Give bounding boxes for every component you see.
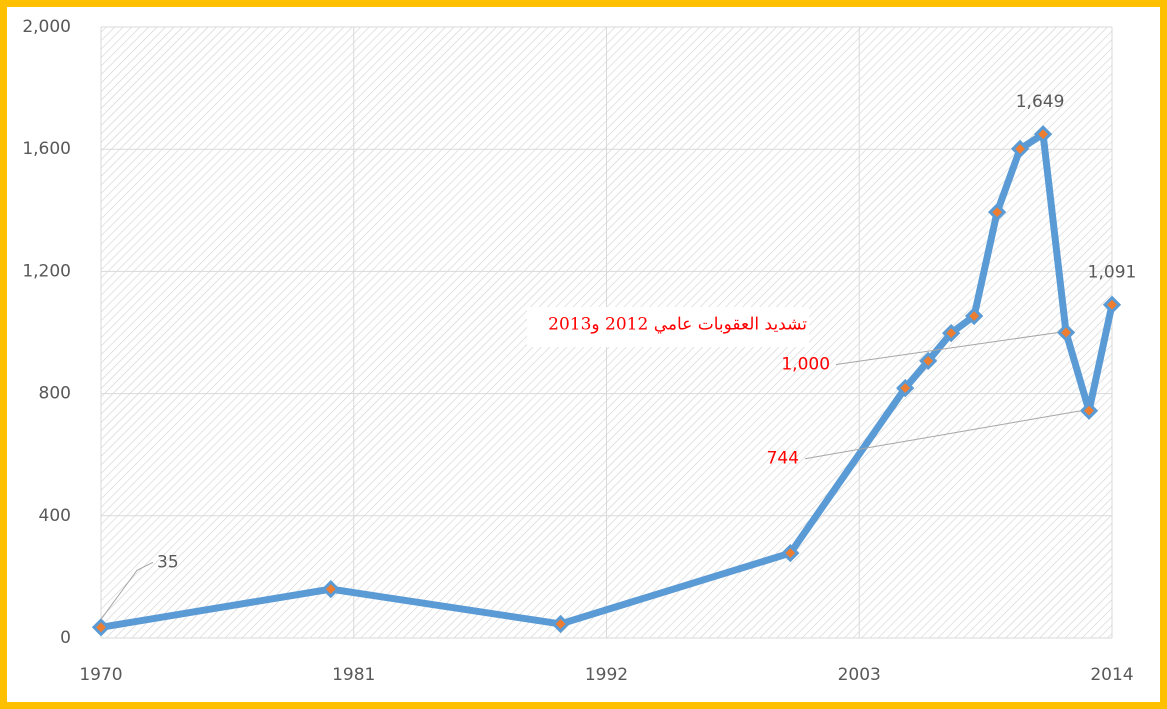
y-tick-label: 1,600 — [22, 139, 71, 159]
y-tick-label: 2,000 — [22, 17, 71, 37]
data-label: 1,091 — [1088, 263, 1137, 283]
y-tick-label: 0 — [60, 628, 71, 648]
annotation: تشديد العقوبات عامي 2012 و2013 — [548, 315, 807, 335]
data-label: 744 — [767, 449, 799, 469]
leader-line — [100, 561, 154, 620]
annotation-box — [527, 307, 809, 347]
marker — [987, 203, 1007, 222]
marker — [1033, 125, 1053, 144]
chart: 0 400 800 1,200 1,600 2,000 1970 1981 1992 2003 20… — [22, 17, 1137, 685]
marker — [896, 378, 915, 398]
x-tick-label: 1970 — [79, 665, 122, 685]
marker — [551, 614, 570, 634]
marker — [781, 543, 800, 563]
marker — [1079, 401, 1099, 420]
x-tick-label: 1981 — [332, 665, 375, 685]
data-label: 1,649 — [1016, 92, 1065, 112]
marker — [1056, 323, 1076, 342]
marker — [919, 351, 938, 371]
marker — [1010, 139, 1030, 159]
marker — [91, 618, 111, 637]
leader-line — [835, 332, 1059, 365]
y-tick-label: 800 — [39, 384, 71, 404]
marker — [321, 579, 340, 599]
x-tick-label: 1992 — [585, 665, 628, 685]
data-label: 35 — [157, 552, 179, 572]
marker — [1102, 295, 1122, 314]
data-label: 1,000 — [781, 355, 830, 375]
leader-line — [804, 410, 1082, 460]
y-tick-label: 1,200 — [22, 261, 71, 281]
x-tick-label: 2003 — [838, 665, 881, 685]
marker — [965, 306, 984, 326]
x-tick-label: 2014 — [1090, 665, 1133, 685]
marker — [942, 323, 961, 343]
line — [100, 130, 1116, 631]
y-tick-label: 400 — [39, 506, 71, 526]
